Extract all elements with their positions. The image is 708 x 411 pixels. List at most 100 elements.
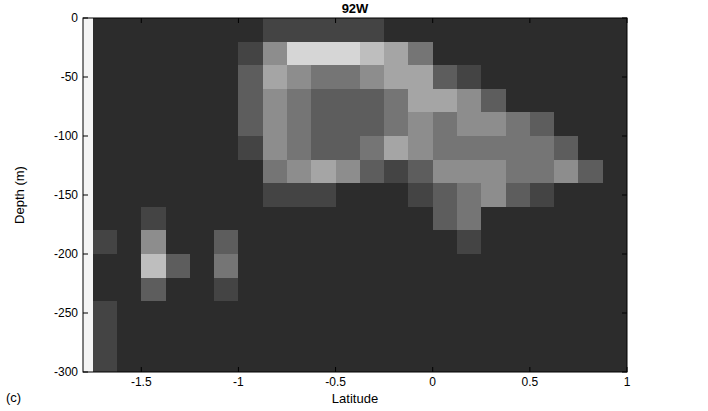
cell <box>360 183 385 207</box>
y-tick-label: -100 <box>54 129 78 143</box>
cell <box>93 301 118 325</box>
cell <box>384 89 409 113</box>
cell <box>603 183 627 207</box>
cell <box>457 301 482 325</box>
x-tick-label: 1 <box>624 375 631 389</box>
cell <box>530 254 555 278</box>
cell <box>408 89 433 113</box>
cell <box>117 278 142 302</box>
cell <box>384 112 409 136</box>
cell <box>336 301 361 325</box>
cell <box>336 207 361 231</box>
cell <box>117 65 142 89</box>
cell <box>311 136 336 160</box>
cell <box>190 42 215 66</box>
cell <box>554 136 579 160</box>
cell <box>481 65 506 89</box>
cell <box>433 89 458 113</box>
cell <box>603 254 627 278</box>
cell <box>336 230 361 254</box>
cell <box>238 254 263 278</box>
y-tick-label: -150 <box>54 188 78 202</box>
cell <box>433 160 458 184</box>
chart: -1.5-1-0.500.510-50-100-150-200-250-3009… <box>0 0 708 411</box>
cell <box>214 18 239 42</box>
cell <box>214 207 239 231</box>
cell <box>336 65 361 89</box>
cell <box>530 230 555 254</box>
cell <box>554 348 579 372</box>
cell <box>408 183 433 207</box>
cell <box>263 301 288 325</box>
cell <box>141 65 166 89</box>
cell <box>360 325 385 349</box>
cell <box>238 160 263 184</box>
cell <box>311 325 336 349</box>
cell <box>384 325 409 349</box>
cell <box>214 65 239 89</box>
cell <box>578 42 603 66</box>
cell <box>287 325 312 349</box>
cell <box>360 348 385 372</box>
cell <box>506 65 531 89</box>
cell <box>93 207 118 231</box>
cell <box>93 112 118 136</box>
cell <box>287 301 312 325</box>
cell <box>263 65 288 89</box>
cell <box>603 230 627 254</box>
cell <box>336 183 361 207</box>
cell <box>238 112 263 136</box>
title: 92W <box>342 1 369 16</box>
x-tick <box>627 367 628 372</box>
cell <box>457 136 482 160</box>
cell <box>190 325 215 349</box>
cell <box>384 254 409 278</box>
cell <box>141 183 166 207</box>
cell <box>238 89 263 113</box>
cell <box>287 278 312 302</box>
cell <box>578 301 603 325</box>
cell <box>530 65 555 89</box>
cell <box>311 207 336 231</box>
cell <box>457 183 482 207</box>
cell <box>408 160 433 184</box>
cell <box>287 348 312 372</box>
cell <box>214 112 239 136</box>
cell <box>433 278 458 302</box>
cell <box>530 89 555 113</box>
cell <box>93 348 118 372</box>
cell <box>238 207 263 231</box>
cell <box>578 348 603 372</box>
cell <box>190 160 215 184</box>
cell <box>214 325 239 349</box>
cell <box>457 160 482 184</box>
cell <box>190 207 215 231</box>
cell <box>311 160 336 184</box>
cell <box>166 112 191 136</box>
cell <box>166 160 191 184</box>
cell <box>603 160 627 184</box>
cell <box>384 136 409 160</box>
cell <box>603 301 627 325</box>
cell <box>457 65 482 89</box>
cell <box>311 18 336 42</box>
cell <box>578 112 603 136</box>
cell <box>554 160 579 184</box>
cell <box>190 301 215 325</box>
cell <box>93 18 118 42</box>
cell <box>603 65 627 89</box>
cell <box>481 183 506 207</box>
cell <box>408 254 433 278</box>
cell <box>287 136 312 160</box>
y-tick <box>83 372 88 373</box>
cell <box>214 278 239 302</box>
cell <box>141 42 166 66</box>
cell <box>141 112 166 136</box>
cell <box>481 301 506 325</box>
cell <box>287 89 312 113</box>
cell <box>166 301 191 325</box>
cell <box>408 207 433 231</box>
cell <box>578 254 603 278</box>
cell <box>214 254 239 278</box>
cell <box>190 136 215 160</box>
